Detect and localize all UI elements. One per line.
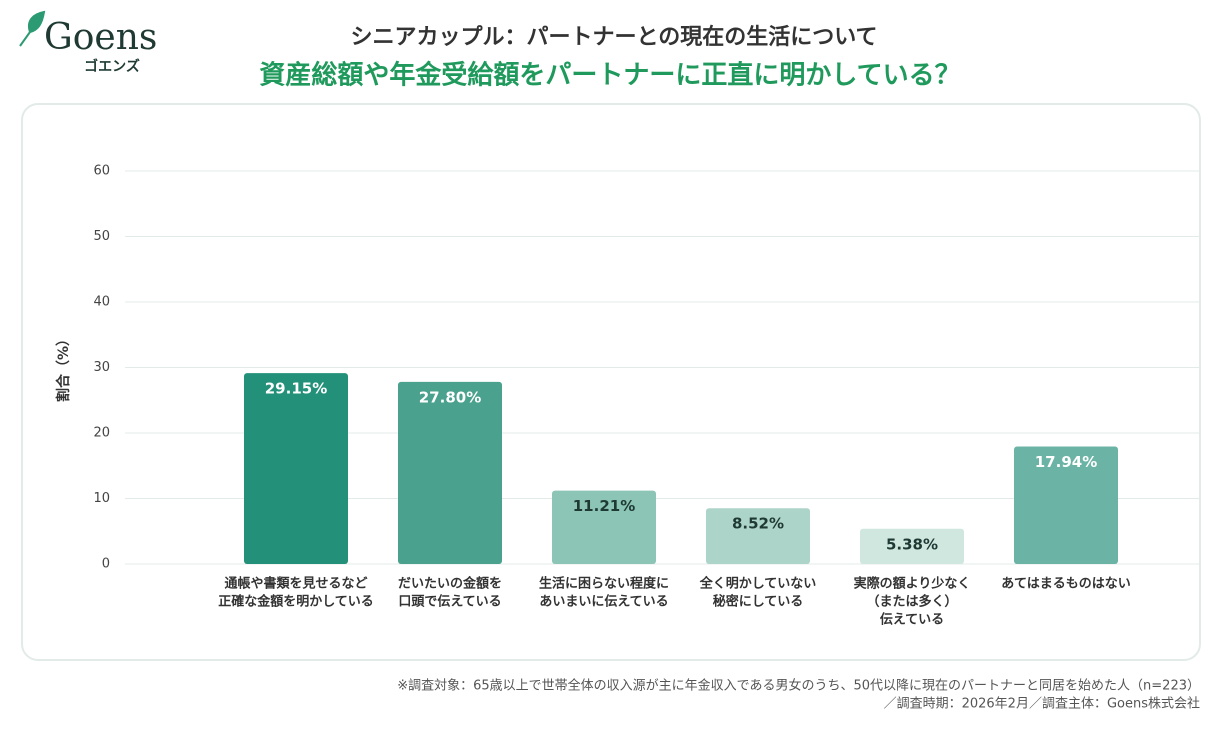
bar — [1014, 446, 1118, 564]
y-tick-label: 40 — [93, 295, 110, 310]
y-tick-label: 60 — [93, 164, 110, 179]
y-axis-label: 割合（%） — [55, 332, 72, 402]
bar — [398, 381, 502, 564]
x-tick-label: 通帳や書類を見せるなど — [224, 576, 367, 592]
y-tick-label: 0 — [102, 557, 110, 572]
x-tick-label: 伝えている — [880, 612, 944, 628]
value-label: 8.52% — [732, 515, 784, 533]
chart-subtitle: 資産総額や年金受給額をパートナーに正直に明かしている？ — [259, 60, 960, 91]
y-tick-label: 10 — [93, 491, 110, 506]
x-tick-label: あいまいに伝えている — [539, 594, 668, 610]
x-tick-label: だいたいの金額を — [398, 576, 502, 592]
x-tick-label: （または多く） — [866, 594, 957, 610]
value-label: 5.38% — [886, 535, 938, 553]
y-tick-label: 30 — [93, 360, 110, 375]
logo-kana: ゴエンズ — [84, 58, 140, 75]
logo-leaf — [19, 10, 46, 47]
value-label: 27.80% — [419, 388, 481, 406]
y-tick-label: 20 — [93, 426, 110, 441]
x-tick-label: あてはまるものはない — [1001, 577, 1130, 592]
bar — [706, 508, 810, 564]
logo-name: Goens — [44, 17, 157, 58]
x-tick-label: 実際の額より少なく — [854, 576, 971, 592]
value-label: 29.15% — [265, 380, 327, 398]
bar — [244, 373, 348, 564]
value-label: 11.21% — [573, 497, 635, 515]
chart-title: シニアカップル：パートナーとの現在の生活について — [350, 24, 877, 50]
x-tick-label: 秘密にしている — [713, 594, 804, 610]
y-tick-label: 50 — [93, 229, 110, 244]
x-tick-label: 正確な金額を明かしている — [218, 594, 374, 610]
note: ※調査対象：65歳以上で世帯全体の収入源が主に年金収入である男女のうち、50代以… — [397, 678, 1200, 694]
note: ／調査時期：2026年2月／調査主体：Goens株式会社 — [884, 696, 1200, 712]
value-label: 17.94% — [1035, 453, 1097, 471]
bar — [860, 528, 964, 564]
bar — [552, 490, 656, 564]
x-tick-label: 全く明かしていない — [699, 576, 817, 592]
x-tick-label: 口頭で伝えている — [398, 594, 501, 610]
x-tick-label: 生活に困らない程度に — [539, 576, 669, 592]
